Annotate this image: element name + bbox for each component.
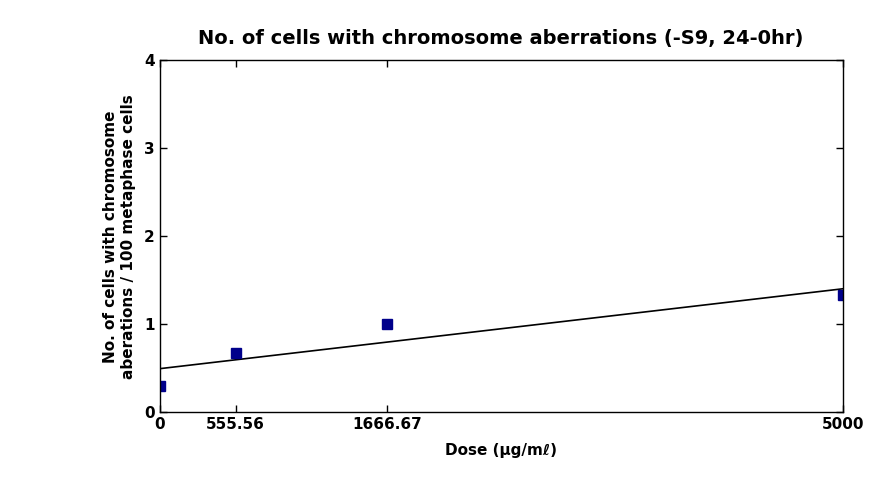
- X-axis label: Dose (μg/mℓ): Dose (μg/mℓ): [445, 444, 556, 458]
- Title: No. of cells with chromosome aberrations (-S9, 24-0hr): No. of cells with chromosome aberrations…: [198, 29, 803, 48]
- Y-axis label: No. of cells with chromosome
aberations / 100 metaphase cells: No. of cells with chromosome aberations …: [103, 94, 136, 379]
